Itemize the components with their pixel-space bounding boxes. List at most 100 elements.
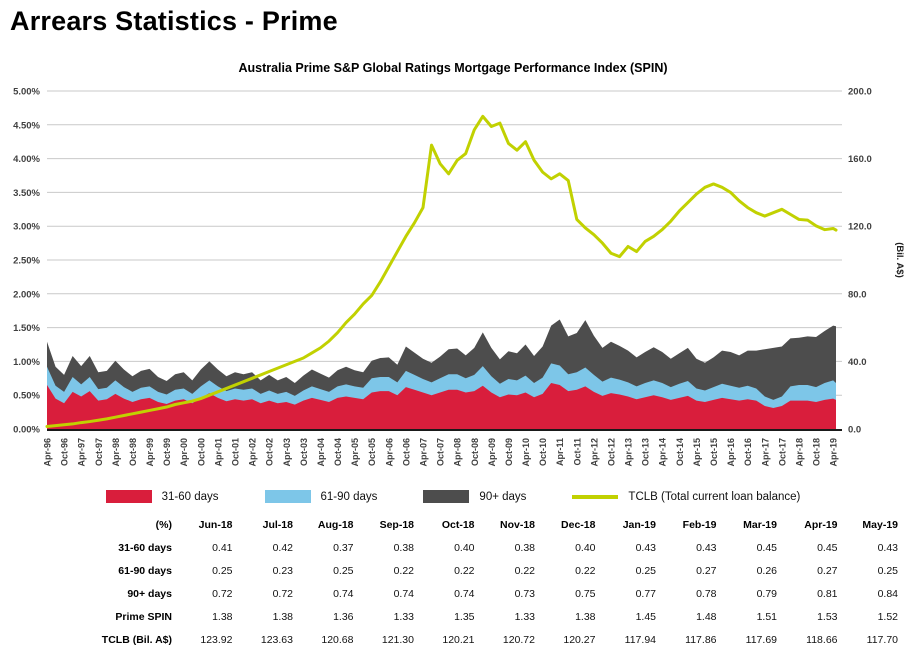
- table-cell: 1.38: [212, 610, 233, 623]
- table-cell: 0.43: [696, 541, 717, 554]
- table-cell: 0.22: [393, 564, 414, 577]
- table-cell: 123.92: [200, 633, 233, 646]
- table-cell: 0.74: [333, 587, 354, 600]
- table-month-header: Jul-18: [262, 518, 293, 531]
- table-month-header: Sep-18: [379, 518, 414, 531]
- table-row-label: 90+ days: [127, 587, 172, 600]
- legend-line-swatch: [572, 494, 619, 499]
- table-month-header: Jun-18: [198, 518, 233, 531]
- x-axis-tick: Apr-18: [794, 438, 804, 467]
- legend-color-swatch: [264, 490, 311, 503]
- spin-chart-container: 0.00% 0.50% 1.00% 1.50% 2.00% 2.50% 3.00% 3.50%…: [0, 77, 906, 486]
- right-axis-tick: 40.0: [848, 357, 867, 368]
- x-axis-tick: Apr-16: [726, 438, 736, 467]
- x-axis-tick: Apr-07: [418, 438, 428, 467]
- x-axis-tick: Oct-10: [538, 438, 548, 466]
- table-cell: 117.69: [745, 633, 777, 646]
- table-month-header: Jan-19: [622, 518, 656, 531]
- x-axis-tick: Oct-16: [743, 438, 753, 466]
- x-axis-tick: Apr-96: [43, 438, 53, 467]
- x-axis-tick: Oct-03: [299, 438, 309, 466]
- x-axis-tick: Apr-06: [384, 438, 394, 467]
- x-axis-tick: Oct-14: [675, 438, 685, 466]
- x-axis-tick: Apr-09: [487, 438, 497, 467]
- table-cell: 117.70: [866, 633, 898, 646]
- table-row: 61-90 days 0.25 0.23 0.25 0.22 0.22 0.22 0.22 0.…: [14, 559, 898, 582]
- arrears-table: (%) Jun-18 Jul-18 Aug-18 Sep-18 Oct-18 Nov-18 D…: [14, 513, 898, 651]
- table-month-header: May-19: [862, 518, 898, 531]
- table-cell: 0.43: [635, 541, 656, 554]
- table-cell: 0.38: [514, 541, 535, 554]
- table-cell: 0.81: [817, 587, 838, 600]
- table-cell: 0.74: [454, 587, 475, 600]
- tclb-line: [45, 114, 838, 428]
- table-month-header: Oct-18: [441, 518, 475, 531]
- table-cell: 0.26: [756, 564, 777, 577]
- table-cell: 120.21: [442, 633, 475, 646]
- table-cell: 0.27: [817, 564, 838, 577]
- table-cell: 120.27: [563, 633, 596, 646]
- table-cell: 1.38: [575, 610, 596, 623]
- x-axis-tick: Apr-15: [692, 438, 702, 467]
- table-cell: 118.66: [806, 633, 838, 646]
- table-row: TCLB (Bil. A$) 123.92 123.63 120.68 121.30 12…: [14, 628, 898, 651]
- x-axis-tick: Apr-12: [589, 438, 599, 467]
- right-axis-title: (Bil. A$): [894, 242, 905, 278]
- x-axis-tick: Oct-00: [196, 438, 206, 466]
- table-cell: 0.72: [212, 587, 233, 600]
- table-cell: 0.45: [756, 541, 777, 554]
- left-axis-tick: 3.50%: [13, 188, 40, 199]
- x-axis-tick: Oct-12: [606, 438, 616, 466]
- table-cell: 1.35: [454, 610, 475, 623]
- table-cell: 1.33: [514, 610, 535, 623]
- table-cell: 0.22: [454, 564, 475, 577]
- legend-label: 90+ days: [479, 490, 527, 503]
- table-cell: 0.22: [514, 564, 535, 577]
- chart-legend: 31-60 days 61-90 days 90+ days TCLB (Total …: [0, 490, 906, 503]
- table-month-header: Nov-18: [499, 518, 535, 531]
- table-month-header: Feb-19: [682, 518, 717, 531]
- x-axis-tick: Oct-96: [60, 438, 70, 466]
- table-cell: 0.25: [212, 564, 233, 577]
- table-cell: 0.72: [272, 587, 293, 600]
- table-cell: 117.86: [685, 633, 717, 646]
- x-axis-tick: Apr-02: [248, 438, 258, 467]
- x-axis-tick: Apr-11: [555, 438, 565, 466]
- x-axis-tick: Apr-10: [521, 438, 531, 467]
- table-cell: 1.52: [877, 610, 898, 623]
- left-axis-tick: 0.50%: [13, 391, 40, 402]
- x-axis-tick: Oct-98: [128, 438, 138, 466]
- table-cell: 117.94: [624, 633, 656, 646]
- table-cell: 1.33: [393, 610, 414, 623]
- table-cell: 0.45: [817, 541, 838, 554]
- table-row-label: 61-90 days: [118, 564, 172, 577]
- table-cell: 0.22: [575, 564, 596, 577]
- table-cell: 0.74: [393, 587, 414, 600]
- table-cell: 0.75: [575, 587, 596, 600]
- left-axis-tick: 5.00%: [13, 87, 40, 98]
- table-cell: 0.43: [877, 541, 898, 554]
- table-cell: 1.53: [817, 610, 838, 623]
- x-axis-tick: Apr-08: [453, 438, 463, 467]
- left-axis-tick: 3.00%: [13, 222, 40, 233]
- x-axis-tick: Oct-11: [572, 438, 582, 466]
- x-axis-tick: Apr-99: [145, 438, 155, 467]
- spin-chart: 0.00% 0.50% 1.00% 1.50% 2.00% 2.50% 3.00% 3.50%…: [13, 87, 905, 467]
- table-cell: 0.41: [212, 541, 233, 554]
- x-axis-tick: Oct-02: [265, 438, 275, 466]
- table-cell: 0.73: [514, 587, 535, 600]
- table-row: 31-60 days 0.41 0.42 0.37 0.38 0.40 0.38 0.40 0.…: [14, 536, 898, 559]
- x-axis-tick: Apr-03: [282, 438, 292, 467]
- x-axis-tick: Apr-04: [316, 438, 326, 467]
- legend-label: 31-60 days: [161, 490, 219, 503]
- table-cell: 120.68: [321, 633, 354, 646]
- table-row-label: 31-60 days: [118, 541, 172, 554]
- left-axis-tick: 1.50%: [13, 323, 40, 334]
- x-axis-tick: Apr-01: [213, 438, 223, 467]
- table-row: 90+ days 0.72 0.72 0.74 0.74 0.74 0.73 0.75 0.77…: [14, 582, 898, 605]
- x-axis-tick: Oct-01: [230, 438, 240, 466]
- x-axis-tick: Apr-14: [658, 438, 668, 467]
- x-axis-tick: Oct-08: [470, 438, 480, 466]
- x-axis-tick: Apr-00: [179, 438, 189, 467]
- x-axis-tick: Apr-97: [77, 438, 87, 467]
